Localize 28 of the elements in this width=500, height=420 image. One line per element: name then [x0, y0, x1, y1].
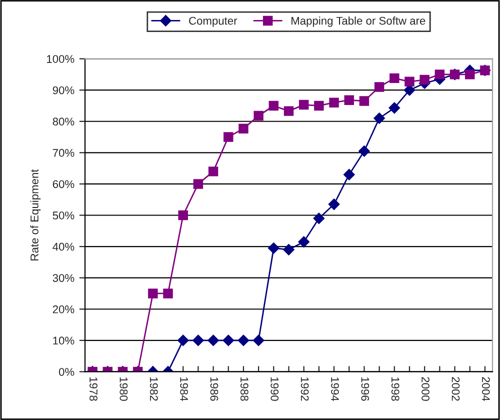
y-tick-label: 30%	[52, 274, 74, 282]
x-tick-label: 1996	[361, 377, 370, 401]
x-tick-label: 1988	[240, 377, 248, 401]
x-tick-label: 1978	[90, 377, 98, 401]
y-tick-label: 80%	[52, 118, 74, 126]
legend-label: Mapping Table or Softw are	[292, 16, 426, 27]
y-axis-title: Rate of Equipment	[30, 169, 41, 260]
y-tick-label: 0%	[58, 368, 74, 376]
y-tick-label: 40%	[52, 242, 74, 251]
y-tick-label: 90%	[52, 86, 74, 94]
x-tick-label: 1980	[120, 377, 128, 401]
x-tick-label: 1992	[300, 377, 309, 401]
y-tick-label: 10%	[53, 336, 74, 345]
x-tick-label: 1984	[180, 377, 188, 401]
x-tick-label: 1986	[210, 377, 218, 401]
x-tick-label: 1998	[391, 377, 400, 401]
x-tick-label: 2004	[482, 377, 490, 401]
x-tick-label: 2000	[422, 377, 430, 401]
x-tick-label: 2002	[452, 377, 460, 401]
legend-label: Computer	[189, 16, 238, 27]
y-tick-label: 20%	[52, 305, 74, 314]
y-tick-label: 60%	[52, 180, 74, 188]
x-tick-label: 1982	[150, 377, 158, 401]
x-tick-label: 1994	[331, 377, 339, 401]
x-tick-label: 1990	[270, 377, 279, 401]
y-tick-label: 100%	[47, 55, 74, 63]
y-tick-label: 50%	[52, 212, 74, 220]
y-tick-label: 70%	[52, 148, 74, 157]
